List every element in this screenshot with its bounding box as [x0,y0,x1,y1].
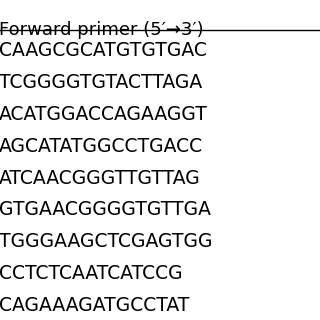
Text: ACATGGACCAGAAGGT: ACATGGACCAGAAGGT [0,105,208,124]
Text: CAAGCGCATGTGTGAC: CAAGCGCATGTGTGAC [0,41,206,60]
Text: GTGAACGGGGTGTTGA: GTGAACGGGGTGTTGA [0,201,211,220]
Text: TGGGAAGCTCGAGTGG: TGGGAAGCTCGAGTGG [0,232,212,251]
Text: AGCATATGGCCTGACC: AGCATATGGCCTGACC [0,137,203,156]
Text: ATCAACGGGTTGTTAG: ATCAACGGGTTGTTAG [0,169,200,188]
Text: CAGAAAGATGCCTAT: CAGAAAGATGCCTAT [0,296,189,315]
Text: TCGGGGTGTACTTAGA: TCGGGGTGTACTTAGA [0,73,202,92]
Text: CCTCTCAATCATCCG: CCTCTCAATCATCCG [0,264,182,283]
Text: Forward primer (5′→3′): Forward primer (5′→3′) [0,21,203,39]
